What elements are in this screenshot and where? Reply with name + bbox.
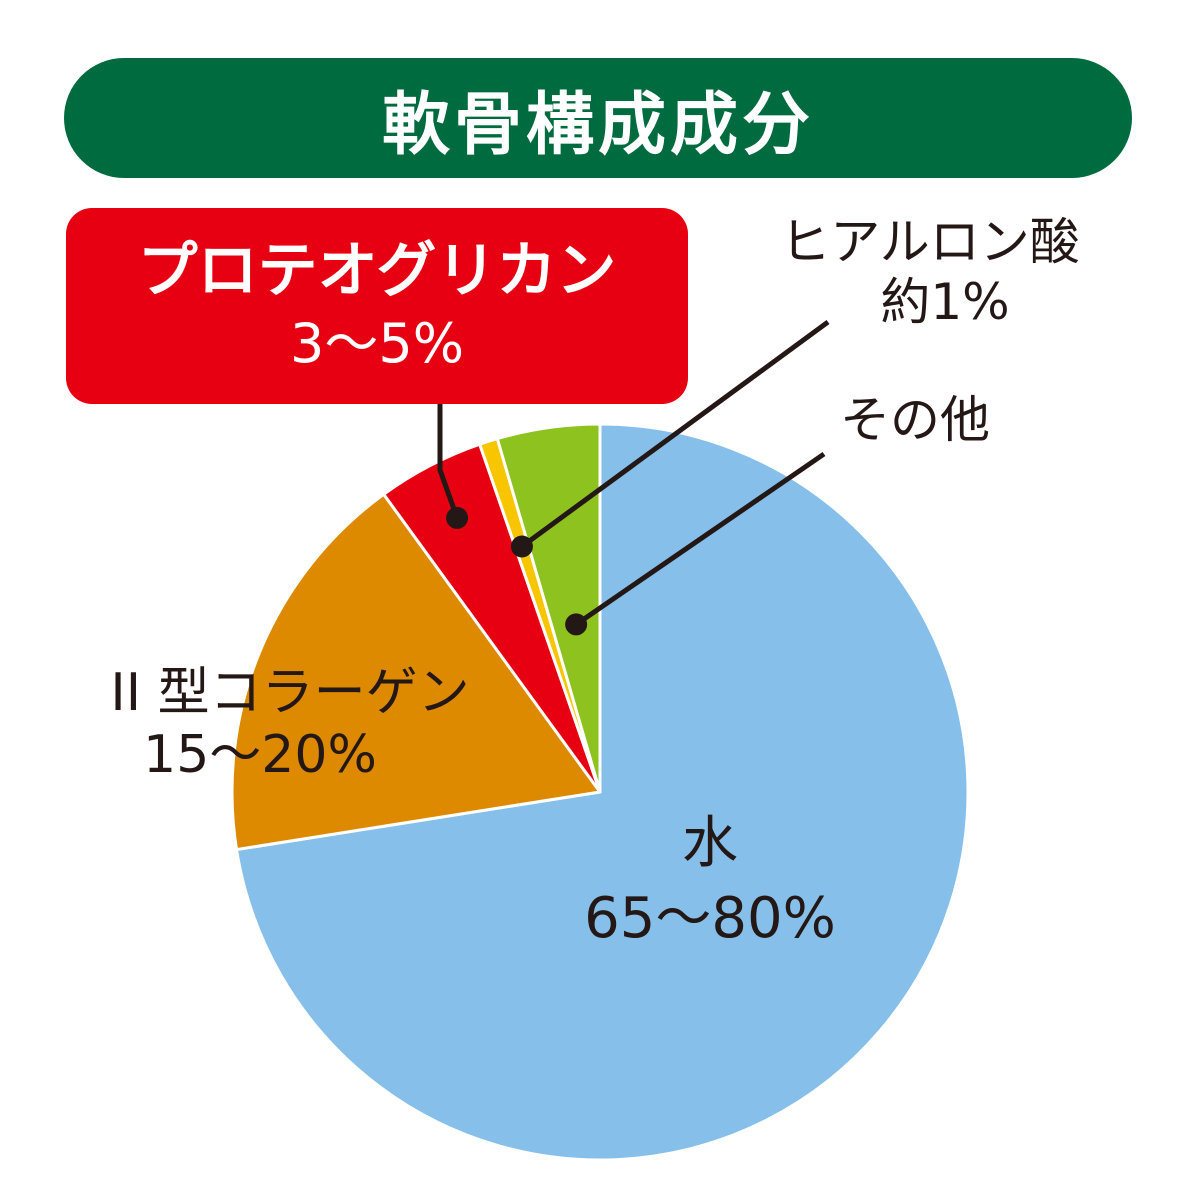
callout-proteoglycan: プロテオグリカン 3〜5% <box>66 208 688 404</box>
leader-other-dot <box>565 613 588 636</box>
chart-title: 軟骨構成成分 <box>381 85 814 165</box>
label-collagen-name: II 型コラーゲン <box>110 663 470 723</box>
slice-other <box>495 422 602 794</box>
label-other-name: その他 <box>840 391 990 449</box>
leader-proteoglycan-dot <box>446 506 469 529</box>
label-collagen-range: 15〜20% <box>143 725 377 786</box>
leader-proteoglycan <box>437 404 460 519</box>
label-collagen: II 型コラーゲン 15〜20% <box>60 662 520 787</box>
label-hyaluronic-acid: ヒアルロン酸 約1% <box>740 212 1120 332</box>
label-water: 水 65〜80% <box>560 810 860 952</box>
slice-collagen <box>230 492 602 852</box>
chart-title-banner: 軟骨構成成分 <box>64 58 1132 178</box>
leader-other <box>574 451 826 627</box>
leader-hyaluronic-acid-dot <box>510 535 533 558</box>
slice-water <box>235 422 970 1162</box>
label-other: その他 <box>800 390 1030 450</box>
label-water-name: 水 <box>682 811 738 876</box>
label-water-range: 65〜80% <box>584 886 836 952</box>
callout-proteoglycan-name: プロテオグリカン <box>137 236 617 306</box>
leader-hyaluronic-acid <box>520 319 830 549</box>
label-hyaluronic-acid-range: 約1% <box>880 273 1010 331</box>
callout-proteoglycan-range: 3〜5% <box>289 312 465 375</box>
label-hyaluronic-acid-name: ヒアルロン酸 <box>780 213 1080 271</box>
